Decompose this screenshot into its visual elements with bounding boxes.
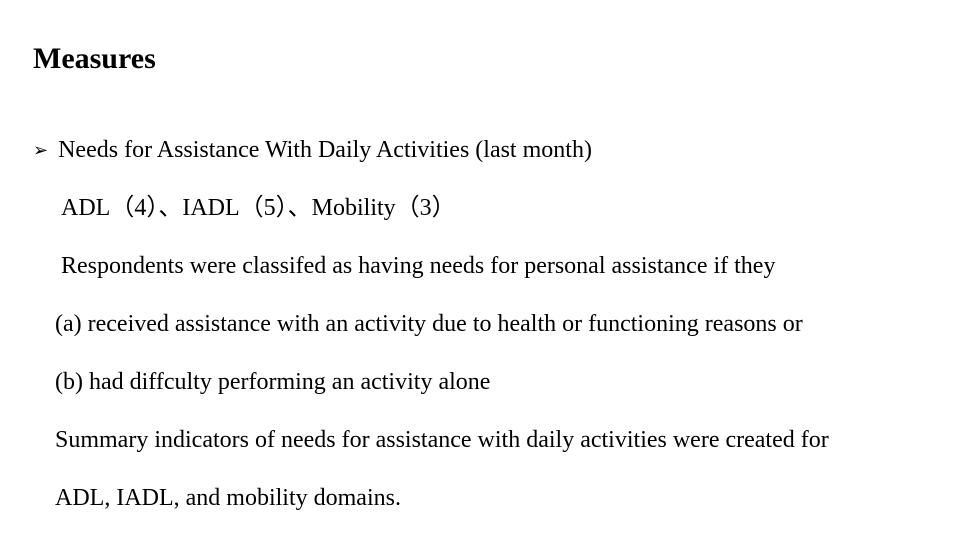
- slide-title: Measures: [33, 42, 156, 76]
- line-5: (b) had diffculty performing an activity…: [33, 370, 933, 394]
- bullet-item-1: ➢ Needs for Assistance With Daily Activi…: [33, 138, 933, 162]
- line-7: ADL, IADL, and mobility domains.: [33, 486, 933, 510]
- content-block: ➢ Needs for Assistance With Daily Activi…: [33, 138, 933, 544]
- chevron-right-icon: ➢: [33, 141, 48, 159]
- line-6: Summary indicators of needs for assistan…: [33, 428, 933, 452]
- line-3: Respondents were classifed as having nee…: [33, 254, 933, 278]
- line-4: (a) received assistance with an activity…: [33, 312, 933, 336]
- slide: Measures ➢ Needs for Assistance With Dai…: [0, 0, 960, 540]
- line-1-text: Needs for Assistance With Daily Activiti…: [58, 138, 592, 162]
- line-2: ADL（4）、IADL（5）、Mobility（3）: [33, 196, 933, 220]
